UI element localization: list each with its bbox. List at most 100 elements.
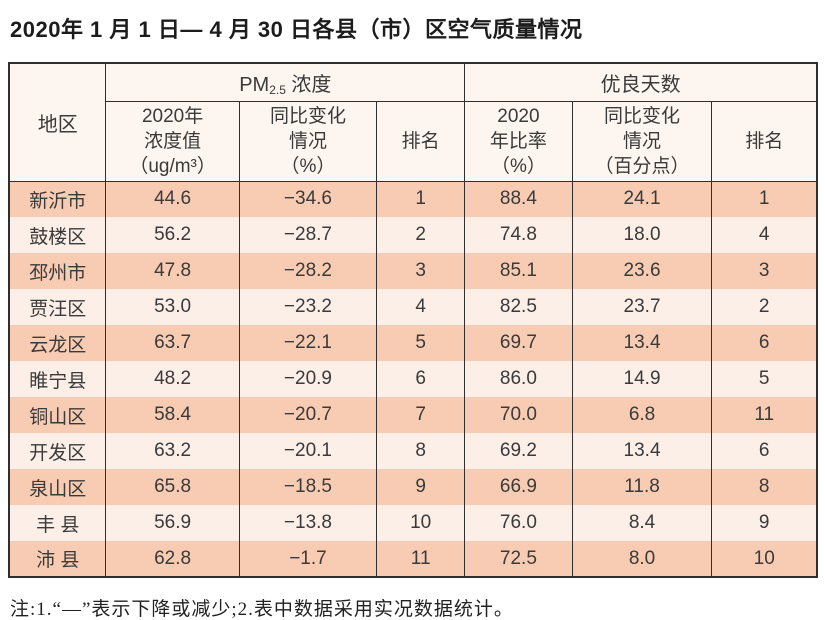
good-rank-cell: 9 [711, 505, 818, 541]
pm-value-cell: 58.4 [105, 397, 240, 433]
col-group-pm25: PM2.5 浓度 [105, 63, 466, 102]
pm25-subscript: 2.5 [269, 82, 286, 97]
good-change-cell: 8.0 [571, 541, 713, 577]
good-rank-cell: 10 [711, 541, 818, 577]
region-cell: 沛 县 [8, 541, 107, 577]
table-row: 睢宁县 48.2 −20.9 6 86.0 14.9 5 [8, 361, 818, 397]
pm-rank-cell: 10 [376, 505, 466, 541]
header-group-row: 地区 PM2.5 浓度 优良天数 [8, 63, 818, 182]
col-header-good-rate: 2020 年比率 （%） [464, 101, 573, 182]
pm25-suffix: 浓度 [285, 73, 332, 96]
good-rank-cell: 3 [711, 253, 818, 289]
good-change-cell: 6.8 [571, 397, 713, 433]
col-header-good-change: 同比变化 情况 （百分点） [571, 101, 713, 182]
pm-value-cell: 56.2 [105, 217, 240, 253]
table-row: 云龙区 63.7 −22.1 5 69.7 13.4 6 [8, 325, 818, 361]
air-quality-table: 地区 PM2.5 浓度 优良天数 2020年 浓度值 （ug/m³） 同比变化 … [8, 62, 818, 578]
good-rate-cell: 74.8 [464, 217, 573, 253]
pm-rank-cell: 5 [376, 325, 466, 361]
pm-change-cell: −20.1 [238, 433, 378, 469]
pm-change-cell: −13.8 [238, 505, 378, 541]
good-change-cell: 11.8 [571, 469, 713, 505]
region-cell: 铜山区 [8, 397, 107, 433]
pm-value-cell: 44.6 [105, 181, 240, 217]
good-change-cell: 24.1 [571, 181, 713, 217]
table-row: 鼓楼区 56.2 −28.7 2 74.8 18.0 4 [8, 217, 818, 253]
good-change-cell: 14.9 [571, 361, 713, 397]
pm-change-cell: −1.7 [238, 541, 378, 577]
table-row: 铜山区 58.4 −20.7 7 70.0 6.8 11 [8, 397, 818, 433]
pm-value-cell: 62.8 [105, 541, 240, 577]
good-rate-cell: 69.2 [464, 433, 573, 469]
region-cell: 开发区 [8, 433, 107, 469]
table-row: 贾汪区 53.0 −23.2 4 82.5 23.7 2 [8, 289, 818, 325]
pm-change-cell: −28.2 [238, 253, 378, 289]
pm-rank-cell: 3 [376, 253, 466, 289]
region-cell: 泉山区 [8, 469, 107, 505]
pm-value-cell: 63.2 [105, 433, 240, 469]
good-rate-cell: 70.0 [464, 397, 573, 433]
table-row: 泉山区 65.8 −18.5 9 66.9 11.8 8 [8, 469, 818, 505]
pm-value-cell: 65.8 [105, 469, 240, 505]
pm-change-cell: −20.9 [238, 361, 378, 397]
pm-value-cell: 56.9 [105, 505, 240, 541]
good-rank-cell: 8 [711, 469, 818, 505]
good-change-cell: 8.4 [571, 505, 713, 541]
table-row: 开发区 63.2 −20.1 8 69.2 13.4 6 [8, 433, 818, 469]
good-change-cell: 23.6 [571, 253, 713, 289]
good-rank-cell: 11 [711, 397, 818, 433]
pm-value-cell: 63.7 [105, 325, 240, 361]
pm-value-cell: 48.2 [105, 361, 240, 397]
pm-change-cell: −28.7 [238, 217, 378, 253]
good-rate-cell: 88.4 [464, 181, 573, 217]
pm-rank-cell: 9 [376, 469, 466, 505]
good-rank-cell: 6 [711, 325, 818, 361]
region-cell: 贾汪区 [8, 289, 107, 325]
region-cell: 睢宁县 [8, 361, 107, 397]
region-cell: 鼓楼区 [8, 217, 107, 253]
pm-value-cell: 47.8 [105, 253, 240, 289]
col-group-good-days: 优良天数 [464, 63, 818, 102]
pm-change-cell: −22.1 [238, 325, 378, 361]
table-header: 地区 PM2.5 浓度 优良天数 2020年 浓度值 （ug/m³） 同比变化 … [8, 63, 818, 182]
table-row: 沛 县 62.8 −1.7 11 72.5 8.0 10 [8, 541, 818, 577]
pm-rank-cell: 2 [376, 217, 466, 253]
good-rank-cell: 5 [711, 361, 818, 397]
pm-change-cell: −18.5 [238, 469, 378, 505]
region-cell: 新沂市 [8, 181, 107, 217]
pm-rank-cell: 7 [376, 397, 466, 433]
col-header-pm-value: 2020年 浓度值 （ug/m³） [105, 101, 240, 182]
good-rate-cell: 86.0 [464, 361, 573, 397]
good-rank-cell: 2 [711, 289, 818, 325]
page-title: 2020年 1 月 1 日— 4 月 30 日各县（市）区空气质量情况 [10, 17, 583, 42]
pm-rank-cell: 6 [376, 361, 466, 397]
region-cell: 邳州市 [8, 253, 107, 289]
pm25-prefix: PM [239, 73, 270, 96]
pm-rank-cell: 8 [376, 433, 466, 469]
col-header-pm-rank: 排名 [376, 101, 466, 182]
good-rank-cell: 6 [711, 433, 818, 469]
col-header-good-rank: 排名 [711, 101, 818, 182]
good-rank-cell: 4 [711, 217, 818, 253]
pm-change-cell: −23.2 [238, 289, 378, 325]
pm-rank-cell: 1 [376, 181, 466, 217]
footnote: 注:1.“—”表示下降或减少;2.表中数据采用实况数据统计。 [10, 599, 514, 620]
pm-value-cell: 53.0 [105, 289, 240, 325]
good-rate-cell: 69.7 [464, 325, 573, 361]
pm-change-cell: −34.6 [238, 181, 378, 217]
good-change-cell: 13.4 [571, 325, 713, 361]
table-row: 新沂市 44.6 −34.6 1 88.4 24.1 1 [8, 181, 818, 217]
table-row: 丰 县 56.9 −13.8 10 76.0 8.4 9 [8, 505, 818, 541]
good-rate-cell: 85.1 [464, 253, 573, 289]
good-rate-cell: 82.5 [464, 289, 573, 325]
region-cell: 云龙区 [8, 325, 107, 361]
pm-change-cell: −20.7 [238, 397, 378, 433]
good-rate-cell: 72.5 [464, 541, 573, 577]
header-sub-row: 2020年 浓度值 （ug/m³） 同比变化 情况 （%） 排名 2020 年比… [9, 101, 818, 182]
pm-rank-cell: 4 [376, 289, 466, 325]
good-rate-cell: 66.9 [464, 469, 573, 505]
table-row: 邳州市 47.8 −28.2 3 85.1 23.6 3 [8, 253, 818, 289]
table-body: 新沂市 44.6 −34.6 1 88.4 24.1 1 鼓楼区 56.2 −2… [8, 181, 818, 577]
good-rate-cell: 76.0 [464, 505, 573, 541]
